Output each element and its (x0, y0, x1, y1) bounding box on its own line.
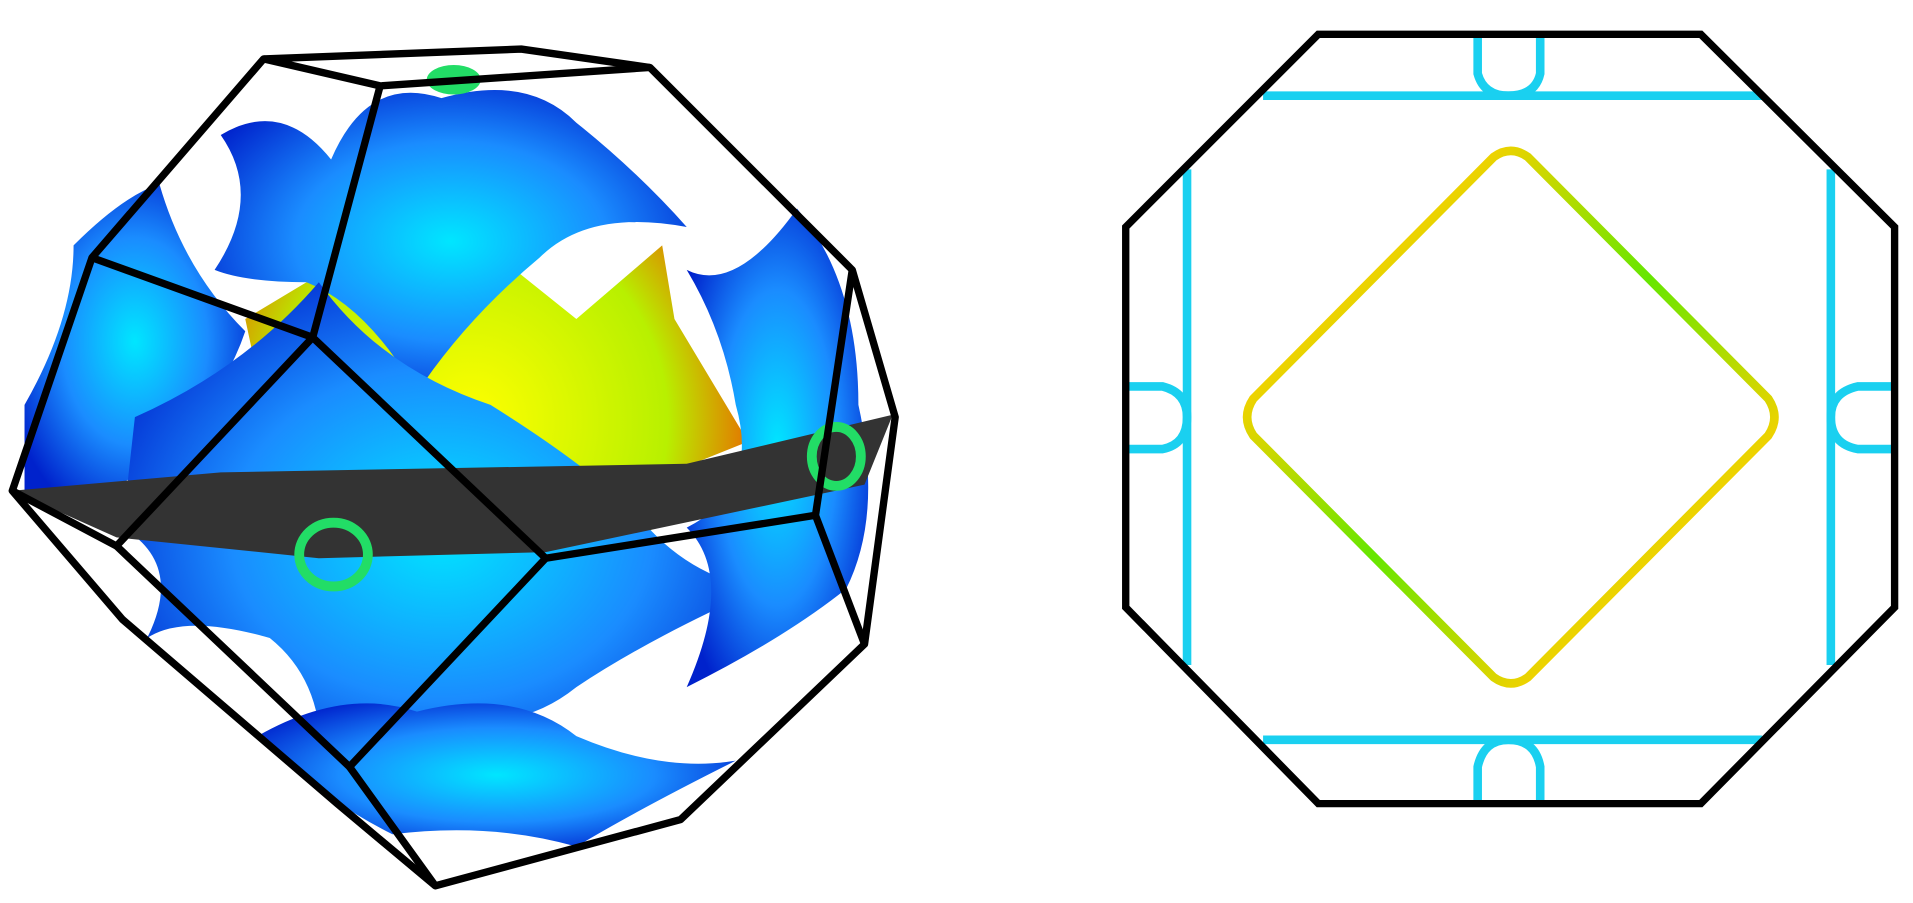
zone-edge (112, 84, 550, 771)
green-ring (806, 422, 866, 491)
cyan-sheets (1128, 36, 1893, 800)
cyan-arc (1473, 36, 1545, 100)
cut-plane (12, 414, 893, 559)
blue-lobe (214, 89, 687, 393)
diamond-contour (1242, 146, 1779, 688)
zone-edge (10, 254, 868, 888)
zone-boundary (1122, 30, 1899, 808)
cyan-arc (1826, 382, 1893, 454)
green-ring (294, 517, 373, 592)
cyan-arc (1473, 735, 1545, 800)
fermi-surface-cut (1122, 30, 1899, 808)
cyan-arc (1128, 382, 1192, 454)
fermi-surface-3d (8, 45, 899, 890)
brillouin-zone-edges (8, 45, 899, 890)
